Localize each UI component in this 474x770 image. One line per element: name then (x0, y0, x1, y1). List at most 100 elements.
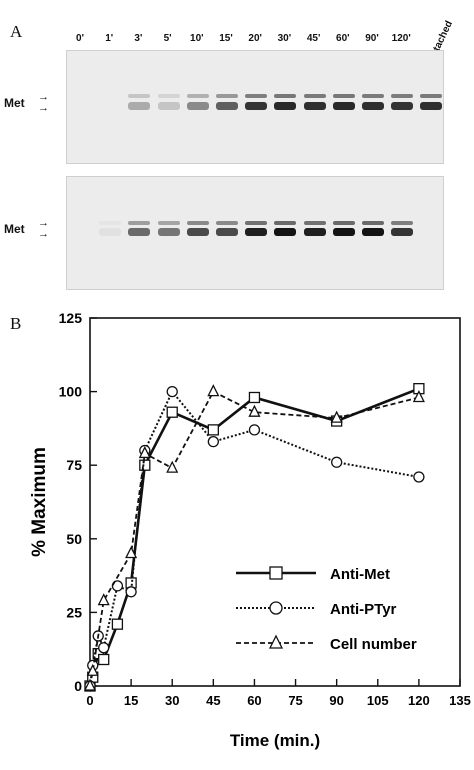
blot-band (303, 102, 326, 110)
blot-band (391, 102, 414, 110)
blot-band (332, 228, 355, 236)
blot-band (128, 221, 151, 225)
blot-band (245, 102, 268, 110)
data-point (83, 678, 97, 691)
x-tick-label: 90 (329, 693, 343, 708)
blot-band (274, 228, 297, 236)
blot-band (216, 221, 238, 225)
blot-band (157, 221, 180, 225)
blot-band (128, 228, 151, 236)
data-point (412, 390, 425, 403)
blot-band (157, 94, 180, 98)
lane-label: 5' (163, 33, 172, 44)
blot-band (362, 221, 384, 225)
legend-label: Anti-PTyr (330, 601, 397, 618)
blot-band (303, 221, 326, 225)
arrow-icon: → (38, 217, 49, 229)
data-point (268, 634, 284, 649)
data-point (139, 459, 151, 471)
y-tick-label: 0 (74, 678, 82, 694)
blot-band (274, 221, 297, 225)
data-point (269, 566, 283, 580)
met-label-top: Met (4, 96, 25, 110)
legend-label: Anti-Met (330, 566, 390, 583)
blot-band (332, 221, 355, 225)
y-tick-label: 125 (59, 310, 83, 326)
blot-band (420, 102, 443, 110)
lane-label: 45' (306, 33, 321, 44)
blot-band (274, 94, 297, 98)
lane-label: 90' (365, 33, 379, 44)
arrow-icon: → (38, 102, 49, 114)
blot-band (303, 228, 326, 236)
blot-band (128, 102, 151, 110)
blot-band (332, 102, 355, 110)
lane-label: 1' (105, 33, 114, 44)
blot-band (274, 102, 297, 110)
blot-band (186, 94, 209, 98)
data-point (248, 391, 261, 404)
blot-band (99, 221, 121, 225)
x-tick-label: 45 (206, 693, 220, 708)
series-line (89, 390, 420, 687)
x-tick-label: 120 (408, 693, 430, 708)
blot-band (216, 94, 238, 98)
lane-label: 15' (219, 33, 233, 44)
y-tick-label: 100 (59, 384, 83, 400)
blot-band (391, 228, 414, 236)
data-point (125, 586, 137, 598)
blot-band (99, 228, 122, 236)
x-axis-label: Time (min.) (230, 731, 320, 750)
data-point (269, 601, 283, 615)
blot-band (332, 94, 355, 98)
data-point (138, 445, 151, 459)
data-point (98, 642, 110, 654)
blot-band (157, 228, 180, 236)
x-tick-label: 135 (449, 693, 471, 708)
x-tick-label: 75 (288, 693, 302, 708)
y-tick-label: 75 (66, 457, 82, 473)
blot-band (216, 102, 238, 110)
data-point (331, 456, 343, 468)
blot-band (362, 94, 384, 98)
data-point (248, 404, 261, 417)
blot-band (186, 228, 209, 236)
lane-label: 10' (190, 33, 204, 44)
blot-band (245, 94, 268, 98)
data-point (86, 663, 99, 676)
blot-band (420, 94, 443, 98)
blot-band (391, 221, 414, 225)
blot-band (245, 221, 268, 225)
plot-frame (89, 317, 461, 687)
blot-band (303, 94, 326, 98)
blot-band (157, 102, 180, 110)
blot-band (216, 228, 238, 236)
data-point (125, 546, 138, 559)
panel-a-letter: A (10, 22, 23, 41)
data-point (98, 653, 110, 666)
y-tick-label: 25 (66, 604, 82, 620)
lane-label: 3' (134, 33, 143, 44)
western-blot-bottom (66, 176, 444, 290)
data-point (248, 424, 261, 436)
data-point (207, 435, 219, 448)
data-point (111, 580, 124, 592)
x-tick-label: 0 (86, 693, 93, 708)
data-point (111, 618, 124, 630)
western-blot-top (66, 50, 444, 164)
time-course-chart: 0 25 50 75 100 125 0 15 30 45 60 75 90 105 120 135 Time … (29, 310, 471, 750)
blot-band (391, 94, 414, 98)
series-anti-ptyr (84, 385, 425, 692)
lane-label: 60' (336, 33, 350, 44)
y-tick-label: 50 (66, 531, 82, 547)
series-cell-number (83, 384, 425, 691)
panel-b-letter: B (10, 314, 22, 333)
lane-label: 0' (76, 33, 84, 44)
x-tick-label: 15 (124, 693, 138, 708)
data-point (97, 593, 110, 606)
data-point (207, 384, 220, 397)
blot-band (128, 94, 151, 98)
x-tick-label: 30 (165, 693, 179, 708)
blot-band (362, 228, 384, 236)
met-label-bottom: Met (4, 222, 25, 236)
